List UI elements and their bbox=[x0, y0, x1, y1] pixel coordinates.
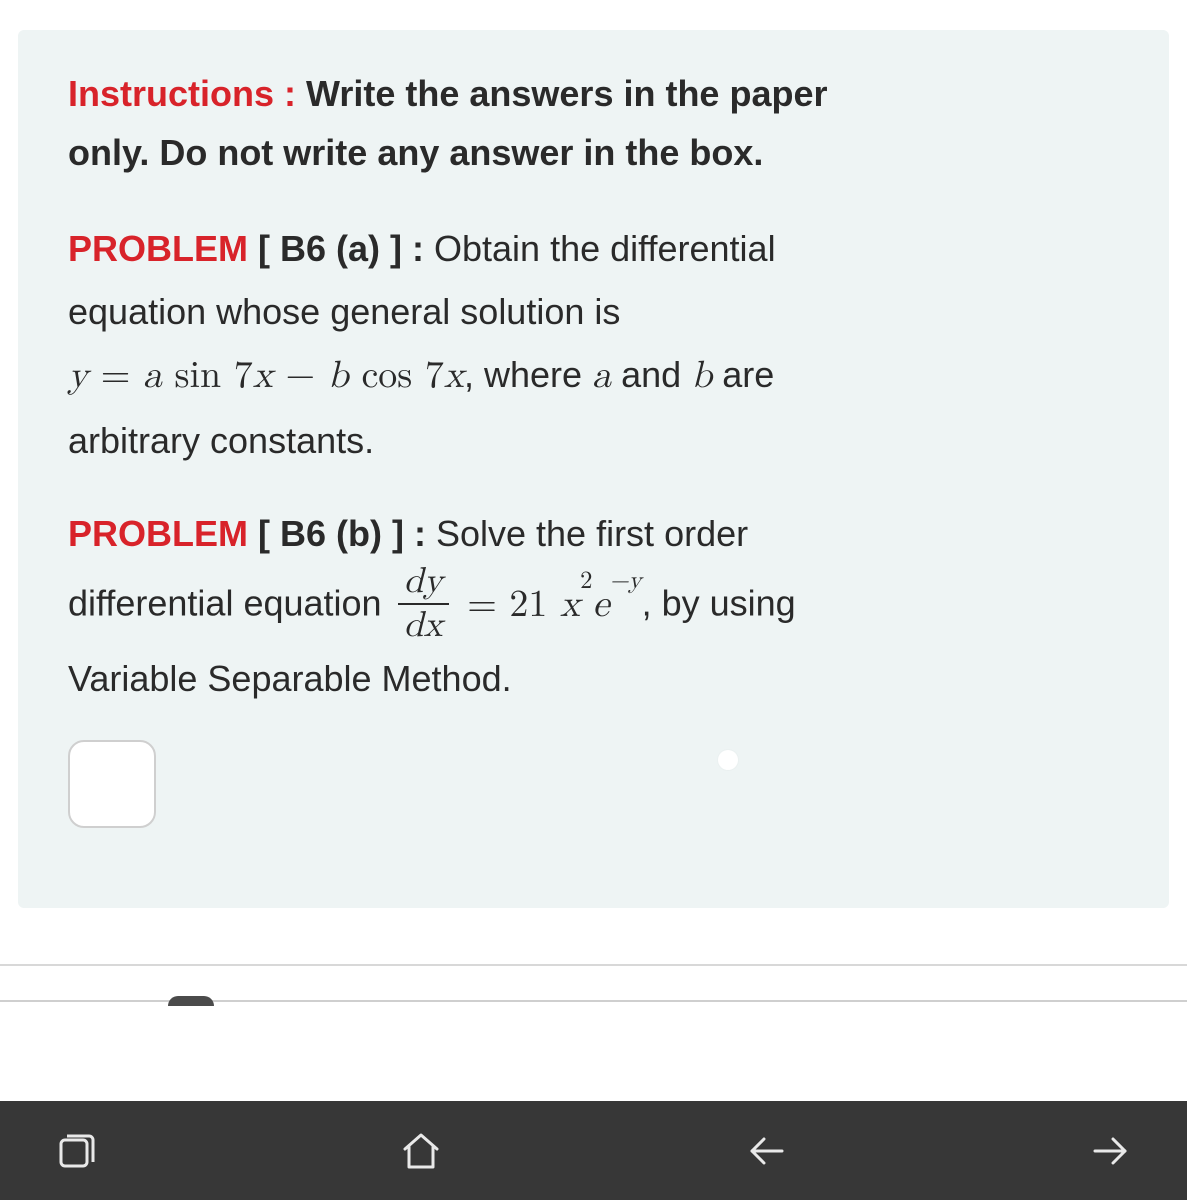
bottom-navbar bbox=[0, 1101, 1187, 1200]
frac-num: dy bbox=[398, 563, 449, 605]
problem-a-equation: y = a sin 7x − b cos 7x bbox=[68, 357, 464, 395]
answer-input-box[interactable] bbox=[68, 740, 156, 828]
tabs-button[interactable] bbox=[48, 1123, 104, 1179]
problem-a-line1: Obtain the differential bbox=[434, 228, 776, 269]
separator-line bbox=[0, 964, 1187, 966]
decorative-dot bbox=[718, 750, 738, 770]
instructions-text-1: Write the answers in the paper bbox=[296, 73, 827, 114]
toolbar-tab-indicator bbox=[168, 996, 214, 1006]
problem-b-code: [ B6 (b) ] : bbox=[248, 513, 436, 554]
back-button[interactable] bbox=[738, 1123, 794, 1179]
problem-b-line2-post: , by using bbox=[642, 583, 796, 624]
problem-b-fraction: dydx bbox=[398, 563, 449, 645]
problem-b-line1: Solve the first order bbox=[436, 513, 748, 554]
problem-a-line2: equation whose general solution is bbox=[68, 291, 620, 332]
instructions: Instructions : Write the answers in the … bbox=[68, 64, 1119, 183]
home-icon bbox=[399, 1129, 443, 1173]
problem-a-label: PROBLEM bbox=[68, 228, 248, 269]
instructions-text-2: only. Do not write any answer in the box… bbox=[68, 132, 763, 173]
problem-b-eq: = 21 x2e−y bbox=[455, 586, 642, 624]
home-button[interactable] bbox=[393, 1123, 449, 1179]
instructions-keyword: Instructions : bbox=[68, 73, 296, 114]
frac-den: dx bbox=[398, 605, 449, 645]
problem-b-label: PROBLEM bbox=[68, 513, 248, 554]
problem-a-line4: arbitrary constants. bbox=[68, 420, 374, 461]
tabs-icon bbox=[55, 1130, 97, 1172]
forward-button[interactable] bbox=[1083, 1123, 1139, 1179]
problem-a-line3-prefix: , where bbox=[464, 354, 592, 395]
back-arrow-icon bbox=[744, 1129, 788, 1173]
problem-b-line3: Variable Separable Method. bbox=[68, 658, 512, 699]
page-root: Instructions : Write the answers in the … bbox=[0, 0, 1187, 1200]
problem-b: PROBLEM [ B6 (b) ] : Solve the first ord… bbox=[68, 502, 1119, 710]
problem-a-const-a: a bbox=[592, 357, 611, 395]
problem-a-line3-mid: and bbox=[611, 354, 691, 395]
problem-a-code: [ B6 (a) ] : bbox=[248, 228, 434, 269]
forward-arrow-icon bbox=[1089, 1129, 1133, 1173]
question-panel: Instructions : Write the answers in the … bbox=[18, 30, 1169, 908]
problem-b-line2-pre: differential equation bbox=[68, 583, 392, 624]
problem-a: PROBLEM [ B6 (a) ] : Obtain the differen… bbox=[68, 217, 1119, 473]
content-area: Instructions : Write the answers in the … bbox=[0, 0, 1187, 1101]
problem-a-line3-end: are bbox=[712, 354, 774, 395]
problem-a-const-b: b bbox=[691, 357, 712, 395]
